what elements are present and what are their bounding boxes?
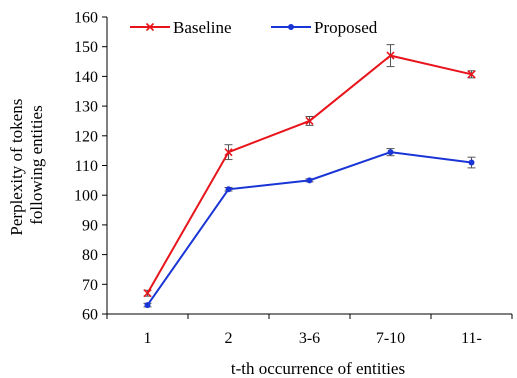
y-tick-label: 60 — [82, 307, 98, 324]
data-point — [305, 116, 314, 126]
legend: Baseline Proposed — [130, 18, 378, 37]
data-point — [224, 148, 233, 157]
x-axis-ticks: 1 2 3-6 7-10 11- — [106, 314, 513, 347]
y-tick-label: 120 — [74, 128, 98, 145]
data-point — [225, 186, 232, 193]
x-tick-label: 3-6 — [299, 330, 320, 347]
y-tick-label: 130 — [74, 99, 98, 116]
series-line — [146, 54, 472, 294]
data-point — [387, 149, 394, 156]
y-tick-label: 70 — [82, 277, 98, 294]
data-point — [144, 302, 151, 309]
y-axis-title-line-1: Perplexity of tokens — [7, 99, 26, 236]
x-axis-title: t-th occurrence of entities — [231, 359, 405, 378]
x-tick-label: 1 — [144, 330, 152, 347]
y-tick-label: 110 — [75, 158, 98, 175]
data-point — [467, 70, 476, 79]
series-baseline — [143, 44, 476, 298]
x-tick-label: 2 — [225, 330, 233, 347]
y-tick-label: 80 — [82, 247, 98, 264]
y-tick-label: 150 — [74, 39, 98, 56]
y-tick-label: 100 — [74, 188, 98, 205]
axes — [106, 17, 512, 315]
y-axis-ticks: 60 70 80 90 100 110 120 130 140 150 160 — [74, 10, 107, 324]
data-point — [386, 51, 395, 60]
y-tick-label: 160 — [74, 10, 98, 27]
data-point — [306, 177, 313, 184]
y-tick-label: 140 — [74, 69, 98, 86]
y-axis-title: Perplexity of tokens following entities — [7, 94, 46, 235]
y-tick-label: 90 — [82, 217, 98, 234]
series-layer — [143, 44, 476, 309]
y-axis-title-line-2: following entities — [27, 105, 46, 224]
series-line — [146, 151, 472, 306]
data-point — [143, 289, 152, 298]
legend-label: Proposed — [314, 18, 378, 37]
legend-item-baseline: Baseline — [130, 18, 232, 37]
legend-item-proposed: Proposed — [271, 18, 378, 37]
series-proposed — [143, 148, 476, 309]
x-tick-label: 7-10 — [376, 330, 405, 347]
data-point — [468, 159, 475, 166]
legend-label: Baseline — [173, 18, 232, 37]
x-tick-label: 11- — [461, 330, 482, 347]
